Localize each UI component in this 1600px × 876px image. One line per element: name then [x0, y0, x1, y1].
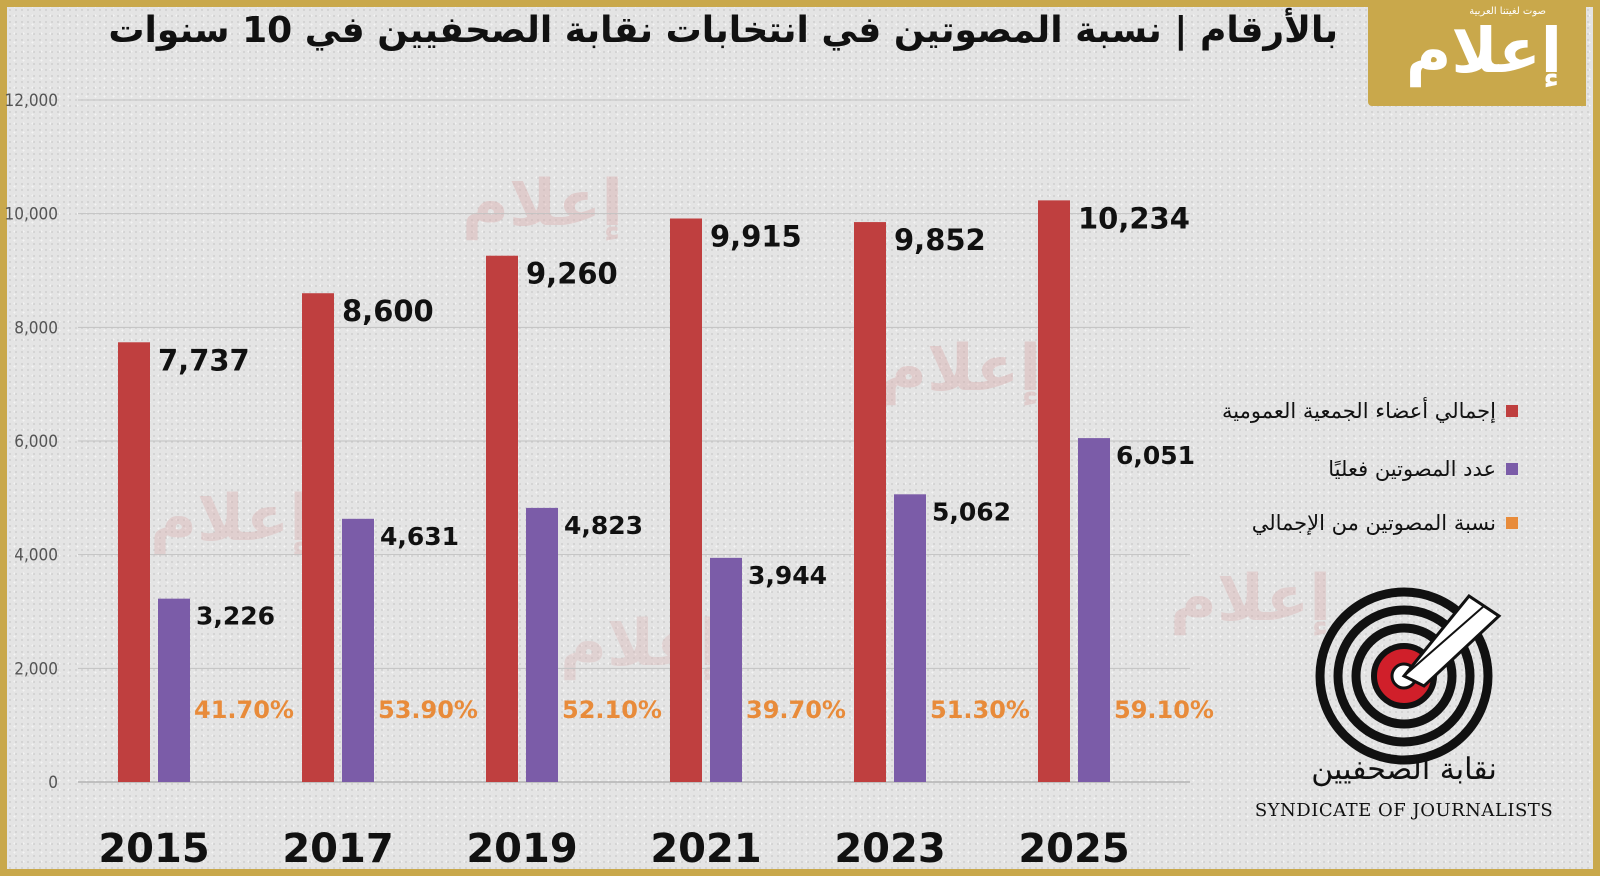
data-label-voters-2019: 4,823 — [564, 511, 643, 540]
data-label-members-2015: 7,737 — [158, 343, 250, 377]
data-label-ratio-2019: 52.10% — [562, 696, 662, 724]
legend-label-voters: عدد المصوتين فعليًا — [1328, 457, 1496, 481]
data-label-members-2019: 9,260 — [526, 257, 618, 291]
syndicate-logo — [1315, 587, 1502, 765]
data-label-ratio-2015: 41.70% — [194, 696, 294, 724]
data-label-voters-2021: 3,944 — [748, 561, 827, 590]
data-label-ratio-2025: 59.10% — [1114, 696, 1214, 724]
data-label-voters-2015: 3,226 — [196, 602, 275, 631]
data-label-ratio-2017: 53.90% — [378, 696, 478, 724]
legend-item-members: إجمالي أعضاء الجمعية العمومية — [1222, 394, 1518, 428]
data-label-ratio-2021: 39.70% — [746, 696, 846, 724]
legend-item-ratio: نسبة المصوتين من الإجمالي — [1252, 506, 1518, 540]
syndicate-arabic-name: نقابة الصحفيين — [1311, 752, 1497, 787]
bar-voters-2025 — [1078, 438, 1110, 782]
brand-logo-text: إعلام — [1405, 14, 1562, 87]
y-tick-label-4000: 4,000 — [14, 546, 58, 566]
legend-label-members: إجمالي أعضاء الجمعية العمومية — [1222, 399, 1496, 423]
bar-voters-2021 — [710, 557, 742, 782]
data-label-voters-2023: 5,062 — [932, 497, 1011, 526]
watermark-0: إعلام — [462, 167, 623, 241]
bar-voters-2015 — [158, 598, 190, 782]
watermark-2: إعلام — [150, 482, 311, 556]
data-label-voters-2025: 6,051 — [1116, 441, 1195, 470]
bar-members-2023 — [854, 222, 886, 782]
x-tick-label-2021: 2021 — [650, 826, 761, 872]
brand-logo: صوت لغيتنا العربية إعلام — [1368, 0, 1586, 106]
watermark-1: إعلام — [880, 332, 1041, 406]
x-tick-label-2023: 2023 — [834, 826, 945, 872]
bar-voters-2019 — [526, 507, 558, 782]
x-tick-label-2017: 2017 — [282, 826, 393, 872]
bar-members-2025 — [1038, 200, 1070, 782]
legend-label-ratio: نسبة المصوتين من الإجمالي — [1251, 511, 1496, 535]
x-tick-label-2025: 2025 — [1018, 826, 1129, 872]
data-label-members-2017: 8,600 — [342, 294, 434, 328]
legend-swatch-voters — [1506, 463, 1518, 475]
watermark-3: إعلام — [1170, 562, 1331, 636]
y-tick-label-8000: 8,000 — [14, 318, 58, 338]
data-label-voters-2017: 4,631 — [380, 522, 459, 551]
y-tick-label-12000: 12,000 — [5, 91, 59, 111]
chart-title: بالأرقام | نسبة المصوتين في انتخابات نقا… — [108, 10, 1338, 51]
legend-swatch-members — [1506, 405, 1518, 417]
legend-item-voters: عدد المصوتين فعليًا — [1328, 452, 1518, 486]
bar-members-2015 — [118, 342, 150, 782]
legend-swatch-ratio — [1506, 517, 1518, 529]
bar-members-2019 — [486, 255, 518, 782]
y-tick-label-2000: 2,000 — [14, 659, 58, 679]
bar-voters-2017 — [342, 518, 374, 782]
data-label-ratio-2023: 51.30% — [930, 696, 1030, 724]
x-tick-label-2019: 2019 — [466, 826, 577, 872]
x-tick-label-2015: 2015 — [98, 826, 209, 872]
data-label-members-2023: 9,852 — [894, 223, 986, 257]
bar-members-2017 — [302, 293, 334, 782]
brand-tagline: صوت لغيتنا العربية — [1469, 6, 1546, 17]
y-tick-label-6000: 6,000 — [14, 432, 58, 452]
data-label-members-2025: 10,234 — [1078, 201, 1190, 235]
bar-members-2021 — [670, 218, 702, 782]
data-label-members-2021: 9,915 — [710, 219, 802, 253]
bar-voters-2023 — [894, 494, 926, 782]
y-tick-label-10000: 10,000 — [5, 205, 59, 225]
syndicate-english-name: SYNDICATE OF JOURNALISTS — [1254, 800, 1554, 821]
y-tick-label-0: 0 — [48, 773, 58, 793]
